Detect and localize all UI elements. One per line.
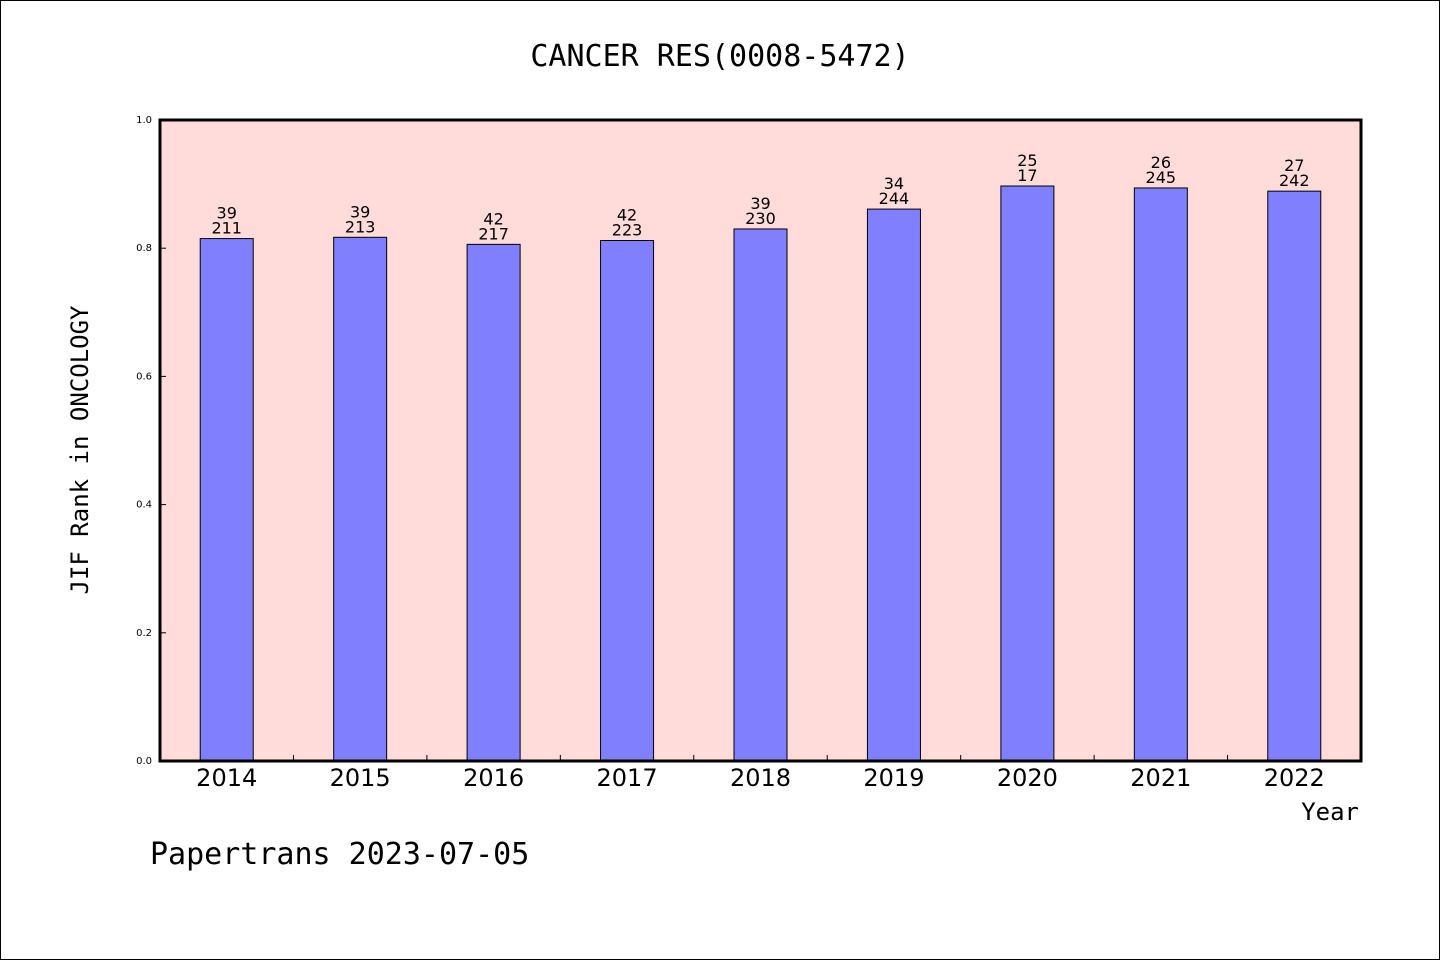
- total-label-2019: 244: [879, 189, 910, 208]
- x-tick-label-2015: 2015: [330, 764, 391, 792]
- total-label-2016: 217: [478, 224, 509, 243]
- bar-2015: [333, 236, 388, 762]
- chart-title: CANCER RES(0008-5472): [530, 39, 909, 74]
- y-tick-label: 0.2: [136, 628, 152, 639]
- y-tick-label: 0.0: [136, 756, 152, 767]
- rank-label-2016: 42: [483, 209, 503, 228]
- rank-label-2021: 26: [1151, 153, 1171, 172]
- rank-label-2020: 25: [1017, 151, 1037, 170]
- y-tick-label: 0.4: [136, 500, 152, 511]
- x-tick-label-2019: 2019: [863, 764, 924, 792]
- x-tick-label-2020: 2020: [997, 764, 1058, 792]
- x-tick-label-2022: 2022: [1264, 764, 1325, 792]
- bar-2021: [1133, 187, 1188, 762]
- total-label-2020: 17: [1017, 166, 1037, 185]
- total-label-2021: 245: [1146, 168, 1177, 187]
- y-tick-label: 0.6: [136, 371, 152, 382]
- plot-border: [158, 118, 1363, 763]
- rank-label-2019: 34: [884, 174, 904, 193]
- bar-2022: [1267, 190, 1322, 762]
- rank-label-2022: 27: [1284, 156, 1304, 175]
- bar-2018: [733, 228, 788, 762]
- y-axis: 0.0 0.2 0.4 0.6 0.8 1.0: [136, 115, 166, 767]
- total-label-2014: 211: [211, 219, 242, 238]
- x-tick-label-2018: 2018: [730, 764, 791, 792]
- y-tick-label: 1.0: [136, 115, 152, 126]
- rank-label-2015: 39: [350, 202, 370, 221]
- x-axis-label: Year: [1301, 798, 1359, 826]
- rank-label-2014: 39: [217, 204, 237, 223]
- bar-2017: [600, 240, 655, 762]
- x-tick-label-2014: 2014: [196, 764, 257, 792]
- y-tick-label: 0.8: [136, 243, 152, 254]
- bars-group: [199, 185, 1322, 762]
- rank-label-2018: 39: [750, 194, 770, 213]
- total-label-2022: 242: [1279, 171, 1310, 190]
- bar-2020: [1000, 185, 1055, 762]
- bar-2019: [866, 208, 921, 762]
- rank-label-2017: 42: [617, 206, 637, 225]
- total-label-2015: 213: [345, 217, 376, 236]
- x-axis: 2014 2015 2016 2017 2018 2019 2020 2021 2022: [196, 755, 1325, 792]
- bar-2016: [466, 243, 521, 762]
- footer-credit: Papertrans 2023-07-05: [150, 837, 529, 872]
- x-tick-label-2021: 2021: [1130, 764, 1191, 792]
- total-label-2017: 223: [612, 221, 643, 240]
- total-label-2018: 230: [745, 209, 776, 228]
- y-axis-label: JIF Rank in ONCOLOGY: [66, 305, 94, 595]
- x-tick-label-2016: 2016: [463, 764, 524, 792]
- bar-2014: [199, 238, 254, 762]
- x-tick-label-2017: 2017: [597, 764, 658, 792]
